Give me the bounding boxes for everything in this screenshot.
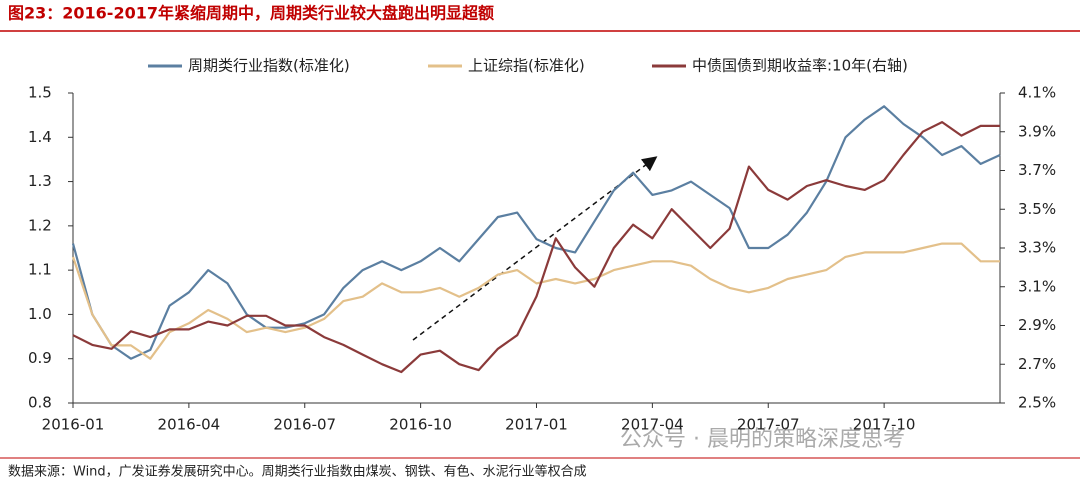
y-tick-label: 1.1 [28,261,52,279]
series-line [72,121,1000,374]
x-tick-label: 2016-07 [273,416,336,434]
y2-tick-label: 2.9% [1018,316,1056,334]
source-note: 数据来源：Wind，广发证券发展研究中心。周期类行业指数由煤炭、钢铁、有色、水泥… [8,464,587,480]
watermark: 公众号 · 晨明的策略深度思考 [620,427,905,452]
x-tick-label: 2016-04 [158,416,221,434]
y-tick-label: 1.2 [28,216,52,234]
series-line [71,105,1001,360]
y2-tick-label: 3.3% [1018,239,1056,257]
y2-tick-label: 3.7% [1018,161,1056,179]
chart-title: 图23：2016-2017年紧缩周期中，周期类行业较大盘跑出明显超额 [8,4,494,23]
y2-tick-label: 2.5% [1018,394,1056,412]
y-tick-label: 0.9 [28,349,52,367]
legend-label: 上证综指(标准化) [468,57,585,75]
x-tick-label: 2016-10 [389,416,452,434]
y2-tick-label: 3.5% [1018,200,1056,218]
y-tick-label: 0.8 [28,394,52,412]
y2-tick-label: 3.1% [1018,277,1056,295]
y-tick-label: 1.3 [28,172,52,190]
x-tick-label: 2017-04 [621,416,684,434]
x-tick-label: 2017-10 [853,416,916,434]
y2-tick-label: 2.7% [1018,355,1056,373]
x-tick-label: 2016-01 [42,416,105,434]
y2-tick-label: 3.9% [1018,122,1056,140]
x-tick-label: 2017-01 [505,416,568,434]
y-tick-label: 1.5 [28,84,52,102]
y2-tick-label: 4.1% [1018,84,1056,102]
y-tick-label: 1.4 [28,128,52,146]
series-line [71,242,1000,360]
y-tick-label: 1.0 [28,305,52,323]
legend-label: 周期类行业指数(标准化) [188,57,350,75]
x-tick-label: 2017-07 [737,416,800,434]
legend-label: 中债国债到期收益率:10年(右轴) [692,57,908,75]
